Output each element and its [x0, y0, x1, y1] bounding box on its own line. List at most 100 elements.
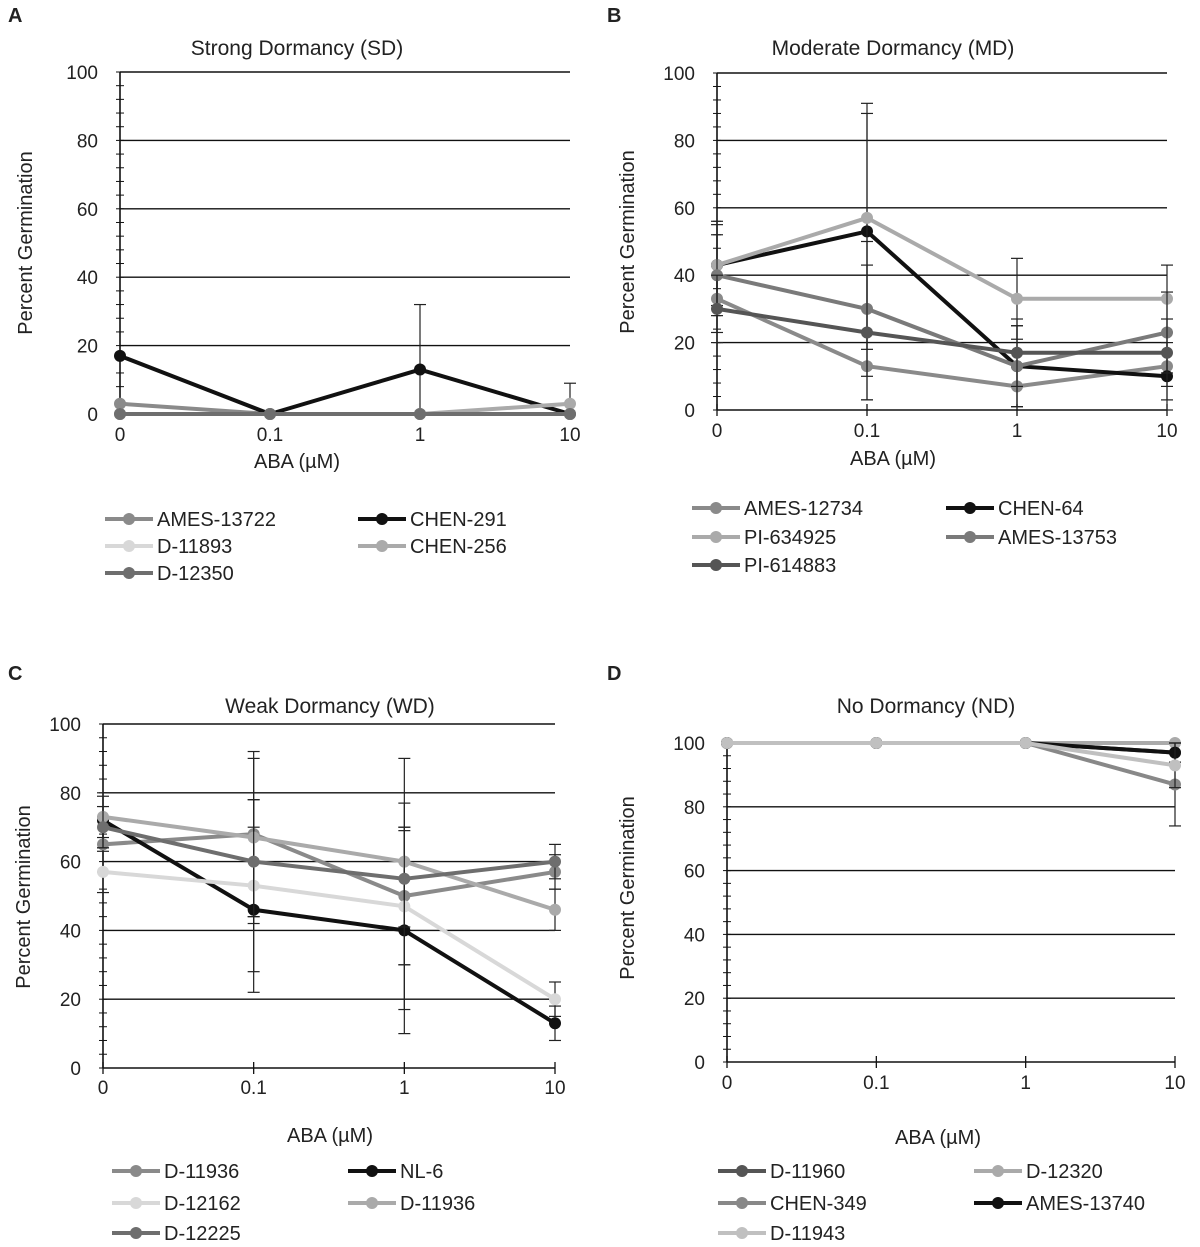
- panel-d-letter: D: [607, 663, 621, 685]
- panel-c-legend-item: D-11936: [112, 1161, 239, 1183]
- panel-b-data-point: [861, 326, 873, 339]
- panel-d-y-axis-label: Percent Germination: [617, 796, 639, 979]
- panel-a-data-point: [414, 363, 426, 376]
- panel-c-legend-swatch-marker: [366, 1197, 378, 1209]
- panel-b-series-5: [711, 264, 1173, 401]
- panel-c-ytick-label: 20: [60, 990, 81, 1011]
- panel-c-series-2: [97, 792, 561, 1042]
- panel-d-legend-swatch-marker: [736, 1165, 748, 1177]
- panel-a-legend-label: CHEN-256: [410, 536, 507, 558]
- panel-a-data-point: [414, 408, 426, 420]
- panel-b-legend-item: PI-614883: [692, 555, 836, 577]
- panel-a-legend-item: D-12350: [105, 563, 234, 585]
- panel-a-letter: A: [8, 5, 22, 27]
- panel-b-ytick-label: 80: [674, 131, 695, 152]
- panel-d: D No Dormancy (ND) 0 20 40 60 80 100 0 0.1 1 10 ABA …: [607, 663, 1186, 1245]
- panel-a-legend-label: D-12350: [157, 563, 234, 585]
- panel-d-xtick-label: 0: [722, 1073, 733, 1094]
- panel-b-legend-label: PI-634925: [744, 527, 836, 549]
- panel-c-legend-label: D-12225: [164, 1223, 241, 1245]
- panel-b-data-point: [1011, 292, 1023, 305]
- panel-b-legend-item: AMES-13753: [946, 527, 1117, 549]
- panel-a-ytick-label: 40: [77, 268, 98, 289]
- panel-d-xtick-label: 1: [1020, 1073, 1031, 1094]
- panel-c-series-line: [101, 818, 557, 1025]
- panel-d-data-point: [721, 737, 733, 749]
- panel-d-legend-label: D-11943: [770, 1223, 845, 1245]
- panel-c-series-line: [102, 814, 556, 912]
- panel-a-data-point: [264, 408, 276, 420]
- panel-a-ytick-label: 100: [66, 63, 98, 84]
- panel-b-ytick-label: 40: [674, 266, 695, 287]
- panel-b-ytick-label: 60: [674, 199, 695, 220]
- panel-d-legend-item: AMES-13740: [974, 1193, 1145, 1215]
- panel-d-title: No Dormancy (ND): [837, 695, 1016, 718]
- panel-a-series-line: [119, 353, 571, 416]
- panel-c-ytick-label: 0: [70, 1059, 81, 1080]
- panel-a-xtick-label: 10: [559, 425, 580, 446]
- panel-d-series-4: [721, 737, 1181, 763]
- panel-c-ytick-label: 60: [60, 853, 81, 874]
- panel-c-legend-item: NL-6: [348, 1161, 443, 1183]
- panel-c-series-5: [97, 799, 561, 928]
- panel-c-x-axis-label: ABA (µM): [287, 1125, 373, 1147]
- panel-d-legend-swatch-marker: [992, 1165, 1004, 1177]
- panel-b-letter: B: [607, 5, 621, 27]
- panel-a-y-axis-label: Percent Germination: [15, 151, 37, 334]
- panel-d-ytick-label: 100: [673, 734, 705, 755]
- panel-a-legend-item: D-11893: [105, 536, 232, 558]
- panel-a-data-point: [564, 408, 576, 420]
- panel-c-xtick-label: 0.1: [240, 1078, 266, 1099]
- panel-b-data-point: [1161, 346, 1173, 359]
- panel-c-data-point: [549, 993, 561, 1006]
- panel-d-legend-item: D-11943: [718, 1223, 845, 1245]
- panel-b-legend-label: PI-614883: [744, 555, 836, 577]
- panel-c-legend-swatch-marker: [366, 1165, 378, 1177]
- panel-a-legend-item: CHEN-291: [358, 509, 507, 531]
- panel-d-legend-label: D-11960: [770, 1161, 845, 1183]
- panel-c-ytick-label: 80: [60, 784, 81, 805]
- panel-c-xtick-label: 10: [544, 1078, 565, 1099]
- panel-c-legend-label: D-11936: [400, 1193, 475, 1215]
- panel-b-xtick-label: 0: [712, 421, 723, 442]
- panel-b-legend-item: AMES-12734: [692, 498, 863, 520]
- panel-d-series-line: [727, 741, 1176, 768]
- panel-c-legend-item: D-12162: [112, 1193, 241, 1215]
- panel-c-legend-swatch-marker: [130, 1197, 142, 1209]
- panel-c-series-line: [102, 825, 556, 881]
- panel-a-ytick-label: 0: [87, 405, 98, 426]
- panel-c-legend-swatch-marker: [130, 1227, 142, 1239]
- panel-a-data-point: [114, 397, 126, 410]
- panel-d-legend-swatch-marker: [736, 1197, 748, 1209]
- panel-a-xtick-label: 1: [415, 425, 426, 446]
- panel-a-legend-item: CHEN-256: [358, 536, 507, 558]
- panel-c-ytick-label: 40: [60, 921, 81, 942]
- panel-d-data-point: [1019, 737, 1032, 749]
- panel-d-ytick-label: 0: [694, 1053, 705, 1074]
- panel-b-legend-swatch-marker: [710, 531, 722, 543]
- panel-c-letter: C: [8, 663, 22, 685]
- panel-a-data-point: [114, 349, 126, 362]
- panel-b-legend-label: AMES-12734: [744, 498, 863, 520]
- panel-a-ytick-label: 80: [77, 131, 98, 152]
- panel-b-legend-swatch-marker: [710, 502, 722, 514]
- panel-c-data-point: [97, 865, 109, 878]
- panel-a-data-point: [564, 397, 576, 410]
- panel-d-legend-swatch-marker: [992, 1197, 1004, 1209]
- panel-a-legend-label: CHEN-291: [410, 509, 507, 531]
- panel-d-data-point: [870, 737, 883, 749]
- panel-b-series-line: [716, 296, 1168, 389]
- panel-a-series-5: [114, 408, 576, 420]
- panel-b-series-line: [716, 306, 1167, 355]
- panel-d-legend-item: CHEN-349: [718, 1193, 867, 1215]
- panel-c-y-axis-label: Percent Germination: [13, 805, 35, 988]
- panel-b-series-line: [716, 229, 1168, 379]
- panel-a-legend-label: D-11893: [157, 536, 232, 558]
- panel-b-ytick-label: 100: [663, 64, 695, 85]
- panel-a-data-point: [114, 408, 126, 420]
- panel-c-data-point: [247, 855, 260, 868]
- panel-b-y-axis-label: Percent Germination: [617, 150, 639, 333]
- panel-a-legend-swatch-marker: [123, 567, 135, 579]
- panel-c-legend-label: D-11936: [164, 1161, 239, 1183]
